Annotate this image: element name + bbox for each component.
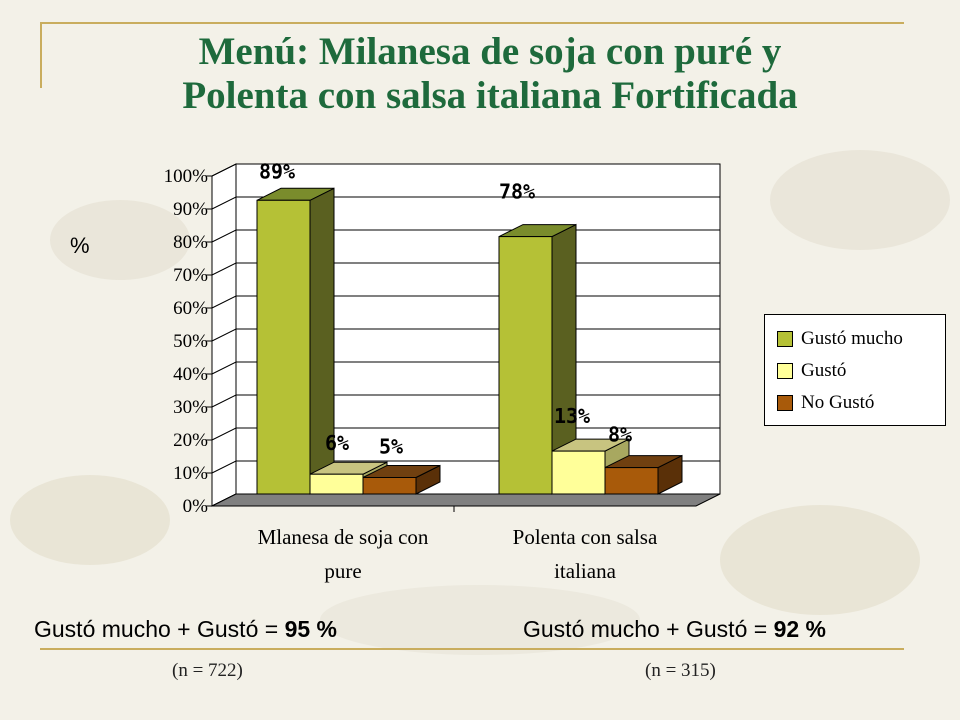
bar: [551, 450, 606, 495]
y-tick-label: 90%: [173, 199, 208, 220]
y-tick-label: 70%: [173, 265, 208, 286]
gridline: [211, 196, 720, 210]
legend-swatch-gusto: [777, 363, 793, 379]
bar: [362, 477, 417, 495]
data-label: 78%: [499, 180, 535, 204]
data-label: 8%: [608, 423, 632, 447]
bottom-rule: [40, 648, 904, 650]
x-tick-label: Mlanesa de soja con: [258, 525, 429, 549]
y-tick-label: 50%: [173, 331, 208, 352]
y-tick-label: 0%: [183, 496, 209, 517]
data-label: 89%: [259, 159, 295, 183]
summary-right: Gustó mucho + Gustó = 92 %: [523, 616, 826, 643]
legend-label: Gustó mucho: [801, 328, 903, 349]
y-tick-label: 80%: [173, 232, 208, 253]
y-tick-label: 60%: [173, 298, 208, 319]
summary-left: Gustó mucho + Gustó = 95 %: [34, 616, 337, 643]
bar-chart: 0% 10% 20% 30% 40% 50% 60% 70% 80% 90% 100% 89% 6% 5%…: [164, 159, 721, 583]
summary-left-text: Gustó mucho + Gustó =: [34, 616, 285, 642]
y-tick-label: 40%: [173, 364, 208, 385]
x-tick-label: italiana: [554, 559, 616, 583]
title-line-2: Polenta con salsa italiana Fortificada: [182, 74, 798, 117]
chart-legend: Gustó mucho Gustó No Gustó: [764, 314, 946, 426]
title-line-1: Menú: Milanesa de soja con puré y: [198, 30, 782, 73]
data-label: 5%: [379, 435, 403, 459]
summary-right-text: Gustó mucho + Gustó =: [523, 616, 774, 642]
legend-item: Gustó: [777, 355, 945, 387]
legend-item: No Gustó: [777, 387, 945, 419]
y-tick-label: 100%: [164, 166, 209, 187]
sample-size-left: (n = 722): [172, 660, 243, 681]
legend-item: Gustó mucho: [777, 323, 945, 355]
bar: [498, 236, 553, 495]
y-tick-label: 20%: [173, 430, 208, 451]
y-tick-label: 30%: [173, 397, 208, 418]
top-frame-line: [40, 22, 904, 24]
left-frame-line: [40, 22, 42, 88]
legend-label: No Gustó: [801, 392, 875, 413]
y-tick-label: 10%: [173, 463, 208, 484]
legend-swatch-gusto-mucho: [777, 331, 793, 347]
legend-swatch-no-gusto: [777, 395, 793, 411]
legend-label: Gustó: [801, 360, 847, 381]
x-tick-label: pure: [324, 559, 361, 583]
bar: [604, 467, 659, 495]
x-tick-label: Polenta con salsa: [513, 525, 658, 549]
data-label: 6%: [325, 431, 349, 455]
y-axis-label: %: [70, 233, 90, 258]
summary-right-value: 92 %: [773, 616, 827, 642]
summary-left-value: 95 %: [284, 616, 338, 642]
data-label: 13%: [554, 404, 590, 428]
gridline: [211, 163, 720, 177]
bar: [309, 473, 364, 495]
bar: [256, 199, 311, 495]
page-title: Menú: Milanesa de soja con puré y Polent…: [60, 30, 920, 118]
plot-floor: [211, 493, 721, 507]
sample-size-right: (n = 315): [645, 660, 716, 681]
